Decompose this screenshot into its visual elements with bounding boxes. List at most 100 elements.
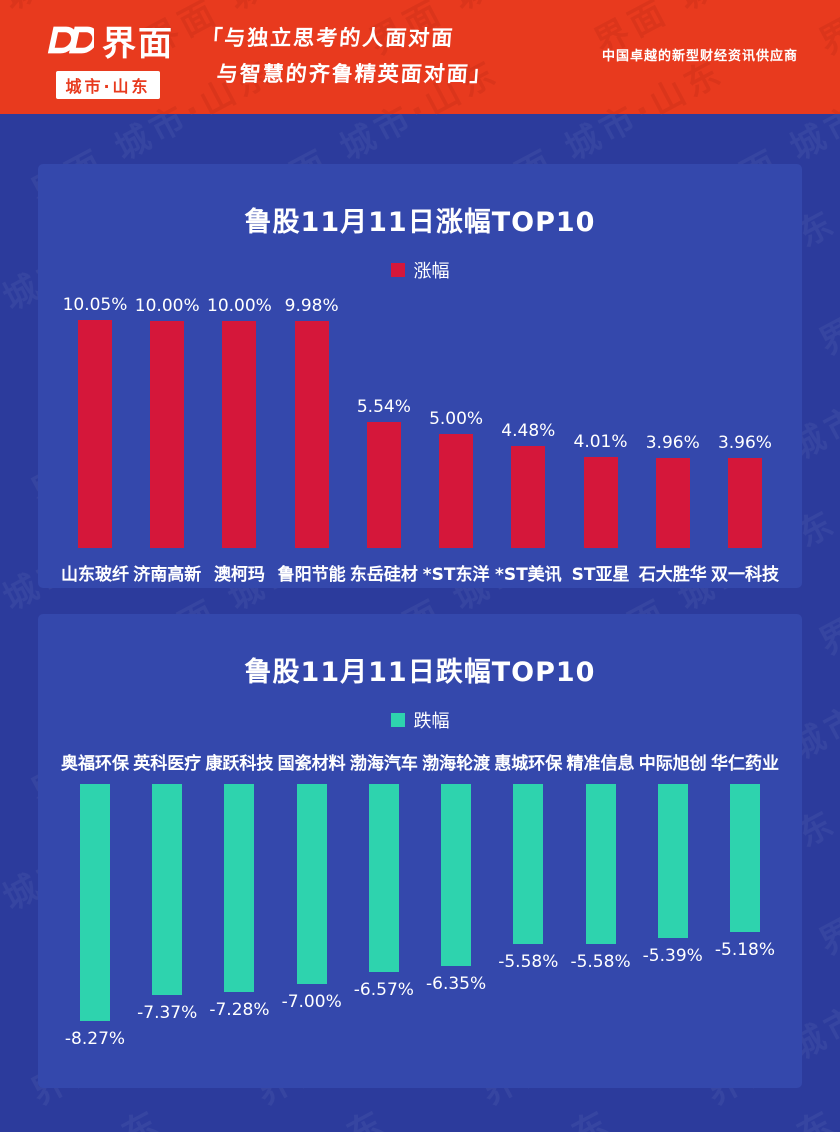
bar-value-label: 3.96% [645, 433, 700, 453]
bar-value-label: 10.00% [134, 296, 200, 316]
bar-category-label: 渤海轮渡 [422, 754, 491, 774]
bar-column: 康跃科技 -7.28% [204, 749, 274, 1020]
bar-column: 10.00% 济南高新 [132, 296, 202, 585]
bar-column: 3.96% 双一科技 [710, 433, 780, 585]
bar-category-label: 东岳硅材 [349, 565, 418, 585]
bar-value-label: -7.28% [209, 1000, 270, 1020]
watermark-text: 界面 城市·山东 [134, 1095, 394, 1132]
gainers-legend-swatch [390, 263, 405, 277]
bar [368, 784, 399, 972]
gainers-chart-card: 鲁股11月11日涨幅TOP10 涨幅 10.05% 山东玻纤 10.00% 济南高新 1… [38, 164, 802, 588]
bar-column: 中际旭创 -5.39% [638, 749, 708, 966]
logo-text: 界面 [102, 23, 174, 64]
bar [224, 784, 255, 992]
bar-category-label: 英科医疗 [133, 754, 202, 774]
bar-value-label: -5.18% [714, 940, 776, 960]
bar-value-label: 10.00% [207, 296, 272, 316]
watermark-text: 界面 城市·山东 [584, 1095, 840, 1132]
losers-bar-chart: 奥福环保 -8.27% 英科医疗 -7.37% 康跃科技 -7.28% 国瓷材料 -7.00%… [38, 749, 802, 1049]
slogan-line1: 「与独立思考的人面对面 [200, 26, 456, 51]
bar-value-label: 9.98% [284, 296, 339, 316]
jiemian-logo: 界面 城市·山东 [42, 16, 174, 99]
bar-column: 10.00% 澳柯玛 [204, 296, 274, 585]
bar-column: 渤海轮渡 -6.35% [421, 749, 491, 994]
gainers-chart-title: 鲁股11月11日涨幅TOP10 [244, 207, 596, 238]
bar [513, 784, 544, 944]
bar-value-label: 10.05% [62, 295, 128, 315]
bar-category-label: 山东玻纤 [61, 565, 129, 585]
bar-category-label: 惠城环保 [494, 754, 563, 774]
bar-category-label: 双一科技 [710, 565, 779, 585]
bar [441, 784, 472, 966]
bar-value-label: -5.58% [570, 952, 631, 972]
bar-column: 国瓷材料 -7.00% [277, 749, 347, 1012]
bar-column: 渤海汽车 -6.57% [349, 749, 419, 1000]
bar [296, 784, 327, 984]
bar-category-label: *ST美讯 [494, 565, 562, 585]
bar-column: 精准信息 -5.58% [566, 749, 636, 972]
bar [583, 457, 618, 548]
bar-column: 4.48% *ST美讯 [493, 421, 563, 585]
watermark-text: 界面 城市·山东 [359, 1095, 619, 1132]
bar [78, 320, 112, 548]
bar-category-label: 澳柯玛 [213, 565, 265, 585]
bar-column: 惠城环保 -5.58% [493, 749, 563, 972]
bar [585, 784, 616, 944]
bar-category-label: 国瓷材料 [277, 754, 346, 774]
bar-value-label: -6.35% [426, 974, 487, 994]
bar-category-label: 石大胜华 [638, 565, 707, 585]
bar-value-label: 5.54% [356, 397, 411, 417]
slogan: 「与独立思考的人面对面 与智慧的齐鲁精英面对面」 [198, 21, 497, 92]
watermark-text: 界面 城市·山东 [0, 1095, 170, 1132]
bar-category-label: 奥福环保 [61, 754, 129, 774]
bar [222, 321, 257, 548]
bar [366, 422, 401, 548]
bar-category-label: ST亚星 [571, 565, 630, 585]
bar-category-label: 鲁阳节能 [277, 565, 346, 585]
gainers-legend: 涨幅 [38, 257, 802, 283]
bar-category-label: 济南高新 [133, 565, 202, 585]
bar-value-label: 3.96% [717, 433, 772, 453]
bar-value-label: -7.37% [137, 1003, 198, 1023]
bar-value-label: 4.48% [501, 421, 556, 441]
bar [150, 321, 185, 548]
bar-category-label: 中际旭创 [638, 754, 707, 774]
bar-column: 9.98% 鲁阳节能 [277, 296, 347, 585]
losers-legend-swatch [390, 713, 405, 727]
bar-column: 10.05% 山东玻纤 [60, 295, 130, 585]
bar-value-label: 5.00% [429, 409, 484, 429]
bar-value-label: -6.57% [353, 980, 414, 1000]
losers-chart-card: 鲁股11月11日跌幅TOP10 跌幅 奥福环保 -8.27% 英科医疗 -7.37% 康… [38, 614, 802, 1088]
losers-legend: 跌幅 [38, 707, 802, 733]
bar-value-label: -7.00% [281, 992, 342, 1012]
watermark-text: 界面 城市·山东 [812, 202, 840, 364]
logo-subtitle: 城市·山东 [56, 70, 160, 99]
watermark-text: 界面 城市·山东 [812, 802, 840, 964]
bar-category-label: 康跃科技 [205, 754, 274, 774]
bar [727, 458, 762, 548]
bar [655, 458, 690, 548]
gainers-bar-chart: 10.05% 山东玻纤 10.00% 济南高新 10.00% 澳柯玛 9.98% 鲁阳节能 5.… [38, 295, 802, 585]
slogan-line2: 与智慧的齐鲁精英面对面」 [215, 62, 494, 86]
watermark-text: 界面 城市·山东 [809, 0, 840, 64]
bar-value-label: -5.58% [498, 952, 559, 972]
bar [657, 784, 688, 938]
bar [294, 321, 329, 548]
bar-value-label: 4.01% [573, 432, 628, 452]
bar-column: 3.96% 石大胜华 [638, 433, 708, 585]
bar-value-label: -8.27% [64, 1029, 126, 1049]
bar [439, 434, 474, 548]
watermark-text: 界面 城市·山东 [809, 1095, 840, 1132]
bar-column: 5.54% 东岳硅材 [349, 397, 419, 585]
bar [152, 784, 183, 995]
bar-category-label: *ST东洋 [422, 565, 490, 585]
bar-category-label: 精准信息 [566, 754, 635, 774]
gainers-legend-label: 涨幅 [413, 261, 450, 282]
tagline: 中国卓越的新型财经资讯供应商 [601, 48, 798, 64]
bar-category-label: 渤海汽车 [349, 754, 418, 774]
bar [80, 784, 110, 1021]
watermark-text: 界面 城市·山东 [812, 502, 840, 664]
losers-chart-title: 鲁股11月11日跌幅TOP10 [244, 657, 596, 688]
